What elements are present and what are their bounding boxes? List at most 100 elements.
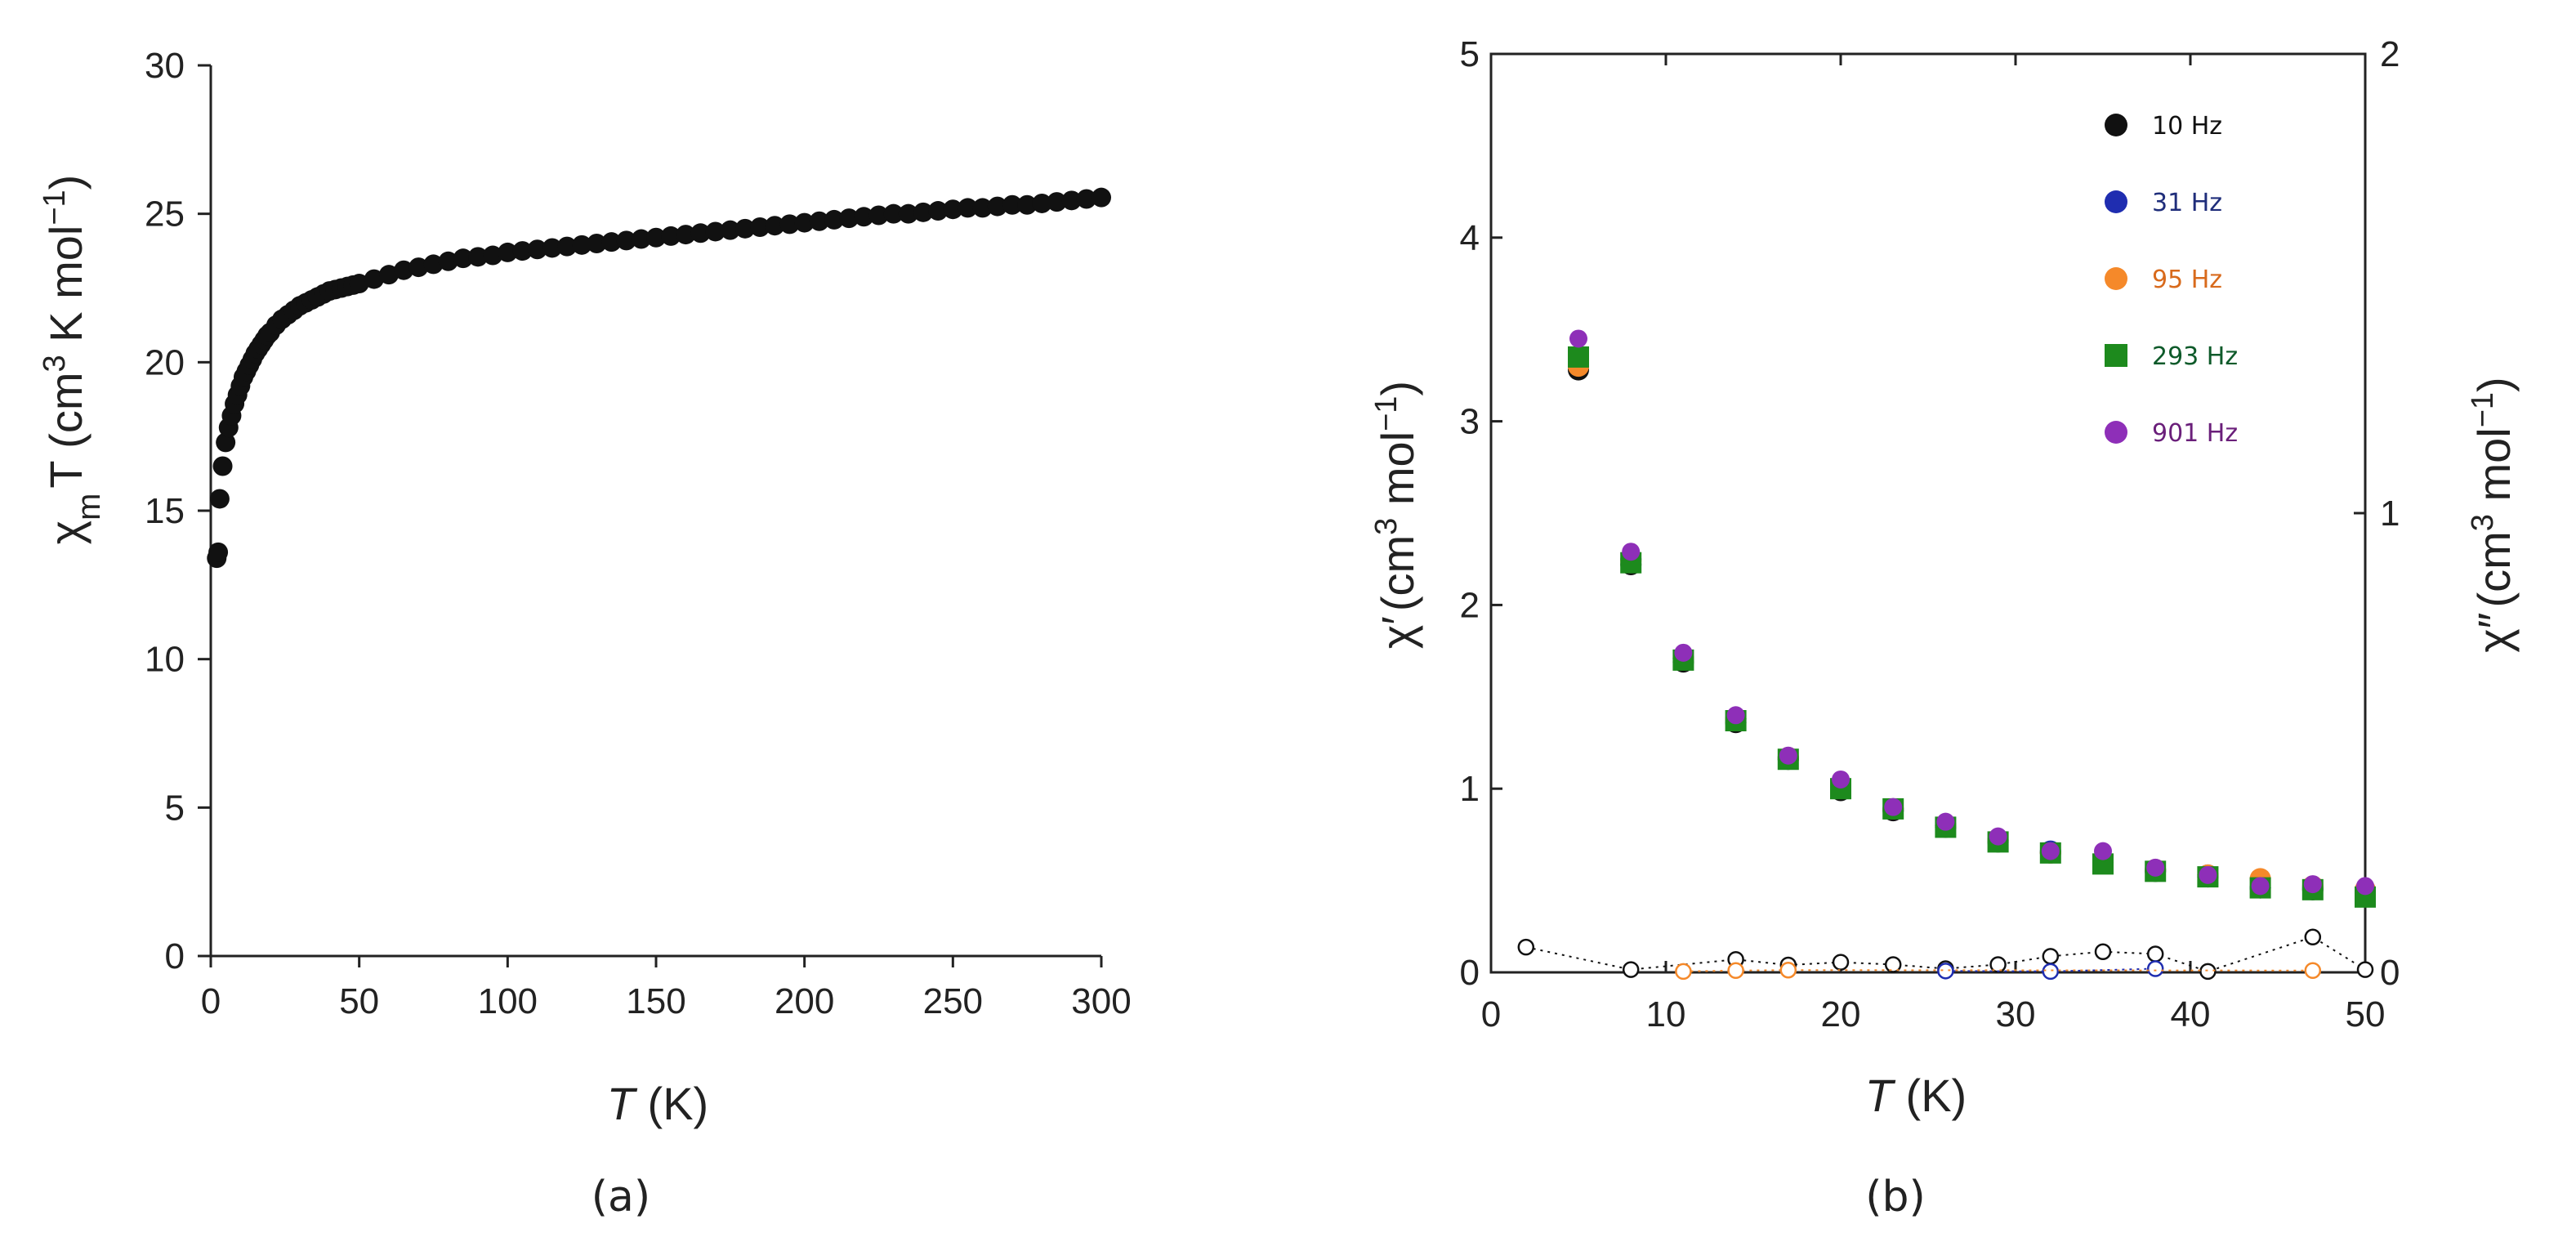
chart-b-out-of-phase-point — [1675, 963, 1692, 981]
chart-b-out-of-phase-point — [1779, 961, 1797, 979]
chart-b-out-of-phase-points — [1517, 928, 2374, 981]
chart-a-data-point — [824, 209, 844, 230]
chart-b-y-right-tick-label: 2 — [2380, 34, 2400, 74]
chart-b-y-right-tick-label: 1 — [2380, 494, 2400, 534]
chart-a-data-point — [468, 247, 488, 267]
chart-b-ylabel-left-sup1: 3 — [1369, 518, 1404, 535]
chart-a-data-point — [601, 232, 622, 252]
chart-a-data-point — [690, 223, 711, 243]
chart-b-x-tick-label: 40 — [2171, 994, 2211, 1034]
chart-b-ylabel-left: χ′ (cm3 mol−1) — [1369, 381, 1423, 649]
chart-a-data-point — [364, 269, 384, 289]
chart-b-in-phase-point — [2251, 877, 2270, 896]
chart-a-ylabel-sup2: −1 — [38, 190, 72, 225]
chart-a-x-tick-label: 100 — [478, 981, 538, 1021]
chart-a-data-point — [453, 248, 473, 269]
chart-a-y-tick-label: 30 — [145, 46, 185, 86]
chart-a-data-point — [394, 260, 414, 280]
chart-a-data-point — [379, 265, 399, 285]
chart-a-data-point — [512, 241, 533, 261]
chart-b-y-left-tick-label: 0 — [1460, 953, 1480, 993]
chart-b-out-of-phase-point — [2304, 928, 2322, 945]
chart-b-out-of-phase-point — [1517, 938, 1535, 956]
chart-b-ylabel-left-rest: (cm — [1372, 535, 1423, 611]
chart-a-y-tick-label: 0 — [165, 936, 185, 976]
chart-b-ylabel-left-close: ) — [1372, 381, 1423, 396]
chart-b-out-of-phase-point — [2199, 963, 2217, 981]
chart-a-data-point — [1002, 194, 1022, 215]
chart-b-out-of-phase-point — [1832, 954, 1850, 971]
chart-b-out-of-phase-point — [2146, 945, 2164, 963]
chart-a-data-point — [794, 212, 815, 233]
chart-b-in-phase-point — [2146, 858, 2165, 877]
chart-b-in-phase-point — [1989, 827, 2007, 846]
legend-marker — [2105, 190, 2127, 213]
chart-b-y-left-tick-label: 3 — [1460, 402, 1480, 442]
chart-a-y-tick-label: 10 — [145, 640, 185, 680]
chart-b-in-phase-point — [1832, 770, 1850, 789]
chart-a-y-tick-label: 5 — [165, 788, 185, 828]
legend-label: 95 Hz — [2152, 266, 2222, 294]
chart-a-ylabel-rest: T (cm — [40, 373, 92, 489]
legend-marker — [2105, 421, 2127, 444]
chart-a-data-point — [646, 227, 666, 248]
chart-b-in-phase-point — [1726, 706, 1745, 725]
legend-marker — [2105, 114, 2127, 136]
chart-a-data-point — [1047, 192, 1067, 212]
chart-b-xlabel-unit: (K) — [1893, 1070, 1967, 1121]
chart-b-legend: 10 Hz 31 Hz 95 Hz 293 Hz 901 Hz — [2105, 112, 2238, 448]
chart-b-ylabel-left-rest2: mol — [1372, 431, 1423, 518]
chart-b-xlabel: T (K) — [1865, 1070, 1967, 1121]
legend-marker — [2105, 267, 2127, 290]
legend-label: 10 Hz — [2152, 112, 2222, 141]
chart-b-out-of-phase-point — [2146, 960, 2164, 977]
chart-b-ylabel-left-main: χ′ — [1372, 616, 1423, 649]
chart-a-data-point — [216, 432, 236, 453]
chart-a-data-point — [1017, 194, 1038, 215]
chart-b-x-tick-label: 0 — [1481, 994, 1501, 1034]
chart-a-data-point — [958, 198, 978, 218]
chart-a-data-point — [212, 456, 233, 476]
chart-a-data-point — [423, 254, 444, 275]
chart-b-panel-label: (b) — [1865, 1173, 1926, 1222]
chart-a-data-point — [735, 218, 755, 239]
chart-b-in-phase-point — [2303, 875, 2322, 894]
chart-a-data-point — [809, 211, 829, 231]
legend-label: 293 Hz — [2152, 342, 2238, 371]
chart-a-data-point — [883, 203, 904, 224]
chart-a-ylabel: χm T (cm3 K mol−1) — [38, 175, 107, 545]
chart-a-data-point — [913, 202, 933, 222]
chart-a-data-point — [587, 234, 607, 253]
chart-a-data-point — [1061, 190, 1082, 211]
chart-a-data-point — [498, 242, 518, 262]
chart-b-out-of-phase-point — [2356, 961, 2374, 978]
chart-a-x-tick-label: 250 — [923, 981, 983, 1021]
chart-b-ylabel-right-sup1: 3 — [2466, 514, 2500, 531]
chart-a-data-point — [868, 205, 889, 226]
chart-a-points — [207, 187, 1111, 569]
legend-marker — [2105, 344, 2127, 367]
chart-a-xlabel: T (K) — [607, 1078, 708, 1129]
chart-b-ylabel-right-sup2: −1 — [2466, 392, 2500, 427]
chart-b-xlabel-var: T — [1865, 1070, 1896, 1121]
chart-b-in-phase-point — [2356, 877, 2374, 896]
chart-a-xlabel-var: T — [607, 1078, 638, 1129]
chart-a-data-point — [943, 199, 963, 220]
chart-a-x-tick-label: 50 — [339, 981, 379, 1021]
chart-a-ylabel-rest2: K mol — [40, 226, 92, 355]
chart-a-ylabel-sub: m — [71, 494, 107, 520]
chart-b-in-phase-point — [1936, 812, 1955, 831]
chart-a-xlabel-unit: (K) — [635, 1078, 708, 1129]
chart-b-in-phase-point — [1569, 329, 1587, 348]
chart-b-in-phase-point — [1884, 797, 1903, 816]
chart-b-in-phase-point — [1568, 346, 1589, 368]
chart-a-data-point — [972, 198, 993, 218]
chart-a-ylabel-sup1: 3 — [38, 355, 72, 372]
chart-b-x-tick-label: 30 — [1996, 994, 2036, 1034]
legend-label: 901 Hz — [2152, 419, 2238, 448]
chart-a-data-point — [408, 257, 429, 278]
chart-b-in-phase-points — [1568, 329, 2376, 908]
chart-a-y-tick-label: 15 — [145, 491, 185, 531]
